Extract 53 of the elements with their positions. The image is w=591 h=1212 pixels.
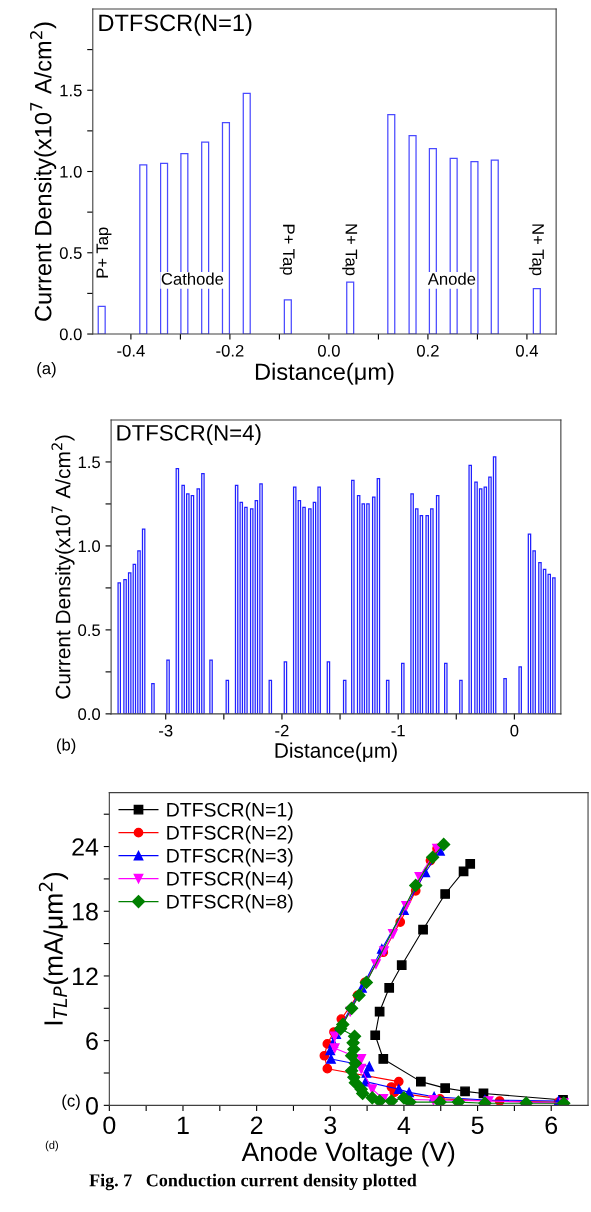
y-axis-title: I$_{TLP}$(mA/μm$^{2}$) <box>38 872 69 1025</box>
y-tick-label: 1.5 <box>78 456 100 469</box>
x-tick-label: -0.2 <box>216 344 244 357</box>
y-tick-label: 0.0 <box>59 328 82 341</box>
x-tick-label: 0 <box>510 724 519 737</box>
annotation: Anode <box>427 272 476 285</box>
x-tick-label: 2 <box>250 1116 263 1134</box>
y-axis-title: Current Density(x10$^{7}$ A/cm$^{2}$) <box>29 22 57 321</box>
x-tick-label: 1 <box>177 1116 189 1134</box>
x-axis-title: Distance(μm) <box>255 362 394 385</box>
annotation: P+ Tap <box>279 224 295 275</box>
x-tick-label: 0.0 <box>317 344 340 357</box>
y-tick-label: 18 <box>73 902 98 921</box>
text: (b) <box>56 738 76 754</box>
chart-title: DTFSCR(N=4) <box>117 424 261 446</box>
y-tick-label: 1.0 <box>78 540 101 553</box>
x-tick-label: 4 <box>397 1116 411 1134</box>
x-axis-title: Distance(μm) <box>275 742 397 763</box>
x-axis-title: Anode Voltage (V) <box>241 1141 455 1167</box>
y-tick-label: 0.5 <box>78 624 100 637</box>
chart-title: DTFSCR(N=1) <box>99 13 252 36</box>
annotation: N+ Tap <box>342 224 358 276</box>
x-tick-label: 6 <box>545 1116 558 1135</box>
x-tick-label: 0 <box>103 1116 116 1135</box>
legend-label: DTFSCR(N=1) <box>167 802 293 821</box>
y-tick-label: 1.5 <box>60 84 82 97</box>
y-tick-label: 1.0 <box>60 165 82 178</box>
y-tick-label: 6 <box>86 1032 98 1050</box>
y-tick-label: 24 <box>72 838 99 856</box>
x-tick-label: 3 <box>324 1116 337 1135</box>
caption: Fig. 7 Conduction current density plotted <box>89 1173 417 1191</box>
y-tick-label: 12 <box>73 967 98 986</box>
y-tick-label: 0 <box>85 1096 98 1115</box>
annotation: N+ Tap <box>528 224 544 276</box>
annotation: P+ Tap <box>96 227 112 278</box>
x-tick-label: -0.4 <box>117 344 145 357</box>
x-tick-label: -2 <box>275 724 289 737</box>
legend-label: DTFSCR(N=2) <box>167 825 293 844</box>
legend-label: DTFSCR(N=8) <box>167 894 293 913</box>
y-axis-title: Current Density(x10$^{7}$ A/cm$^{2}$) <box>51 435 75 699</box>
text: (d) <box>45 1140 58 1152</box>
legend-label: DTFSCR(N=3) <box>167 848 293 867</box>
x-tick-label: -1 <box>391 724 405 737</box>
x-tick-label: -3 <box>159 724 173 737</box>
x-tick-label: 0.2 <box>416 344 439 357</box>
y-tick-label: 0.0 <box>78 708 101 721</box>
text: (a) <box>37 362 56 378</box>
text: (c) <box>62 1094 80 1110</box>
legend-label: DTFSCR(N=4) <box>167 871 293 890</box>
annotation: Cathode <box>161 272 224 285</box>
x-tick-label: 5 <box>471 1116 484 1135</box>
y-tick-label: 0.5 <box>59 247 82 259</box>
x-tick-label: 0.4 <box>515 344 539 357</box>
